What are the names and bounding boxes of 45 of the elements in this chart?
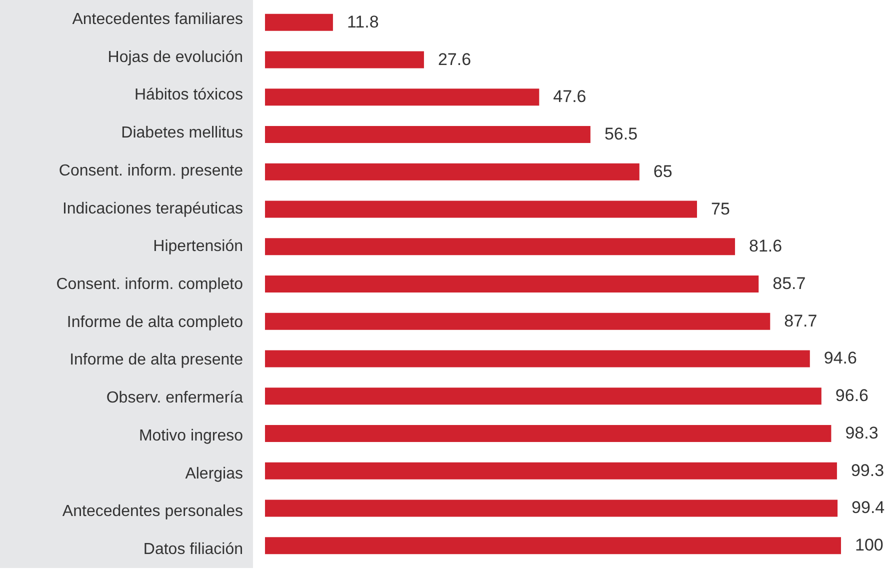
bar bbox=[265, 14, 333, 31]
bar bbox=[265, 500, 838, 517]
data-label: 99.3 bbox=[850, 460, 884, 480]
data-label: 11.8 bbox=[346, 12, 379, 32]
data-label: 81.6 bbox=[749, 236, 782, 256]
y-tick-label: Datos filiación bbox=[143, 541, 243, 558]
y-tick-label: Hipertensión bbox=[153, 238, 243, 256]
y-tick-label: Antecedentes familiares bbox=[72, 10, 243, 28]
data-label: 65 bbox=[653, 162, 672, 181]
data-label: 27.6 bbox=[438, 50, 472, 69]
y-tick-label: Indicaciones terapéuticas bbox=[62, 200, 243, 218]
data-label: 99.4 bbox=[852, 498, 885, 518]
y-tick-label: Hojas de evolución bbox=[108, 48, 243, 66]
bar bbox=[265, 163, 640, 180]
data-label: 47.6 bbox=[553, 87, 586, 106]
y-tick-label: Informe de alta presente bbox=[70, 352, 244, 369]
y-tick-label: Alergias bbox=[185, 465, 243, 482]
bar bbox=[265, 200, 697, 218]
data-label: 94.6 bbox=[824, 348, 857, 368]
y-tick-label: Consent. inform. completo bbox=[56, 276, 244, 293]
y-tick-label: Informe de alta completo bbox=[66, 314, 244, 331]
bar bbox=[265, 126, 590, 144]
bar bbox=[265, 276, 759, 292]
y-tick-label: Consent. inform. presente bbox=[58, 162, 244, 180]
data-label: 56.5 bbox=[604, 124, 638, 144]
data-label: 87.7 bbox=[784, 311, 818, 330]
bar bbox=[265, 462, 837, 480]
data-label: 96.6 bbox=[835, 386, 869, 406]
bar bbox=[265, 537, 841, 554]
y-tick-label: Diabetes mellitus bbox=[121, 124, 243, 142]
data-label: 85.7 bbox=[772, 274, 806, 293]
data-label: 100 bbox=[855, 536, 884, 555]
y-tick-label: Observ. enfermería bbox=[106, 390, 244, 407]
data-label: 75 bbox=[711, 199, 730, 218]
bar bbox=[265, 88, 540, 106]
bar bbox=[265, 238, 736, 256]
y-tick-label: Motivo ingreso bbox=[138, 427, 244, 444]
y-tick-label: Antecedentes personales bbox=[62, 503, 243, 520]
bar bbox=[265, 388, 822, 405]
bar bbox=[265, 424, 832, 442]
data-label: 98.3 bbox=[845, 423, 878, 442]
bar bbox=[265, 312, 770, 330]
y-tick-label: Hábitos tóxicos bbox=[134, 86, 243, 104]
bar bbox=[265, 51, 424, 68]
bar bbox=[265, 350, 810, 368]
